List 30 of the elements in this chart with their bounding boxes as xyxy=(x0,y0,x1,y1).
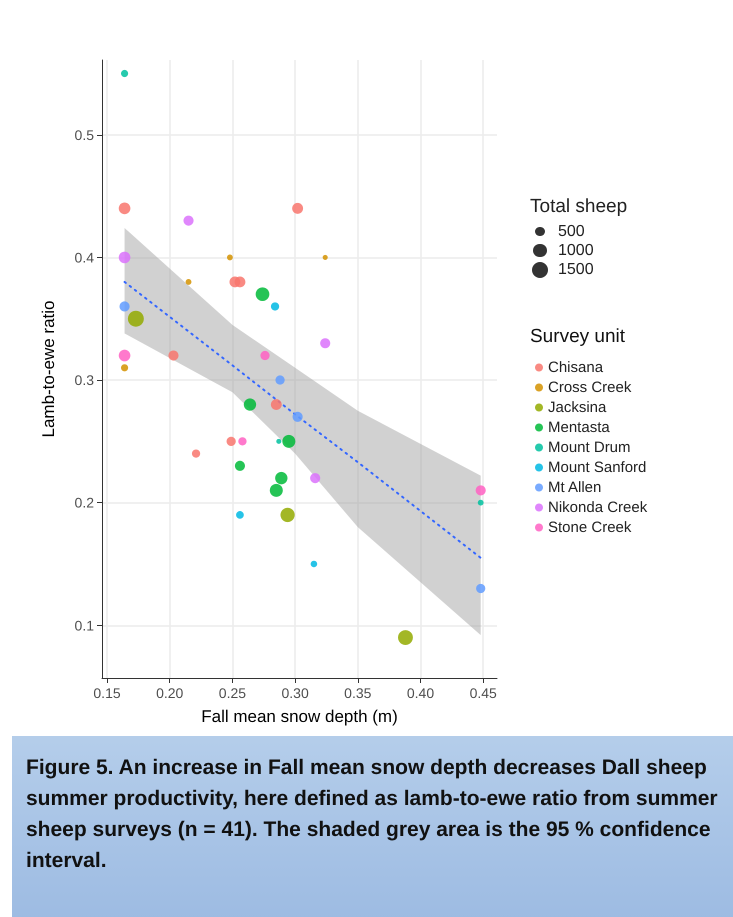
legend-label: Stone Creek xyxy=(548,519,632,536)
legend-label: Mount Drum xyxy=(548,439,631,456)
x-tick-label: 0.45 xyxy=(470,685,498,701)
y-tick-label: 0.5 xyxy=(74,126,94,143)
legend-label: Nikonda Creek xyxy=(548,499,648,516)
x-tick-label: 0.35 xyxy=(344,685,372,701)
legend-label: Jacksina xyxy=(548,399,608,416)
line-series xyxy=(124,280,482,559)
text: Total sheep xyxy=(530,196,628,218)
legend-label: Cross Creek xyxy=(548,379,632,396)
x-tick-label: 0.20 xyxy=(156,685,184,701)
x-tick-label: 0.40 xyxy=(406,685,434,701)
legend-label: 1500 xyxy=(558,260,594,278)
y-tick-label: 0.3 xyxy=(74,372,94,388)
legend-label: Mentasta xyxy=(548,419,610,436)
legend-title: Survey unit xyxy=(530,326,626,347)
legend-label: Mt Allen xyxy=(548,479,602,496)
legend-label: 500 xyxy=(558,222,585,240)
y-tick-label: 0.2 xyxy=(74,494,94,511)
x-tick-label: 0.30 xyxy=(281,685,309,701)
legend-label: Chisana xyxy=(548,359,604,376)
legend-label: Mount Sanford xyxy=(548,459,646,476)
caption: Figure 5. An increase in Fall mean snow depth decreases Dall sheep summer productivity, here defined as lamb-to-ewe ratio from summer sheep surveys (n = 41). The shaded grey area is the 95 % confidence interval. xyxy=(12,736,733,917)
x-tick-label: 0.25 xyxy=(218,685,246,701)
x-axis-title: Fall mean snow depth (m) xyxy=(201,707,398,726)
y-tick-label: 0.4 xyxy=(74,249,94,266)
y-axis-title: Lamb-to-ewe ratio xyxy=(39,300,58,438)
x-tick-label: 0.15 xyxy=(93,685,121,701)
y-tick-label: 0.1 xyxy=(74,617,94,634)
legend-label: 1000 xyxy=(558,242,594,260)
